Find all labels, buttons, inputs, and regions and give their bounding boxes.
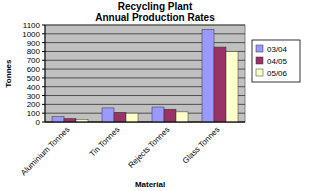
category-label: Aluminium Tonnes (19, 125, 71, 177)
x-axis-title: Material (135, 180, 165, 189)
chart: Recycling PlantAnnual Production Rates01… (0, 0, 310, 191)
subtitle: Annual Production Rates (95, 12, 215, 23)
bar (52, 117, 64, 122)
legend-swatch (256, 69, 263, 76)
legend: 03/04 04/05 05/06 (252, 40, 300, 82)
category-label: Glass Tonnes (181, 125, 222, 166)
bar (226, 51, 238, 122)
legend-label: 03/04 (267, 45, 288, 54)
category-label: Rejects Tonnes (126, 125, 171, 170)
tick-label: 300 (27, 92, 41, 101)
x-axis (45, 122, 245, 123)
tick-label: 600 (27, 65, 41, 74)
legend-swatch (256, 45, 263, 52)
bar (176, 112, 188, 122)
plot-area (45, 25, 245, 122)
bar (214, 47, 226, 122)
bar (152, 107, 164, 122)
bar (126, 113, 138, 122)
y-axis-title: Tonnes (4, 59, 13, 87)
grid-line (45, 25, 245, 26)
tick-label: 1100 (23, 21, 41, 30)
bars (52, 29, 238, 122)
tick-label: 400 (27, 83, 41, 92)
legend-label: 05/06 (267, 69, 288, 78)
grid-line (45, 42, 245, 43)
category-label: Tin Tonnes (88, 125, 122, 159)
grid-line (45, 33, 245, 34)
tick-label: 200 (27, 100, 41, 109)
tick-label: 500 (27, 74, 41, 83)
bar (114, 112, 126, 122)
tick-label: 1000 (22, 30, 40, 39)
tick-label: 800 (27, 47, 41, 56)
tick-label: 100 (27, 109, 41, 118)
bar (64, 118, 76, 122)
bar (202, 29, 214, 122)
bar (102, 108, 114, 122)
legend-box (252, 40, 300, 82)
grid-line (45, 122, 245, 123)
bar (164, 109, 176, 122)
y-axis (45, 25, 46, 122)
title: Recycling Plant (118, 1, 193, 12)
tick-label: 0 (36, 118, 41, 127)
tick-label: 900 (27, 39, 41, 48)
tick-label: 700 (27, 56, 41, 65)
legend-label: 04/05 (267, 57, 288, 66)
legend-swatch (256, 57, 263, 64)
